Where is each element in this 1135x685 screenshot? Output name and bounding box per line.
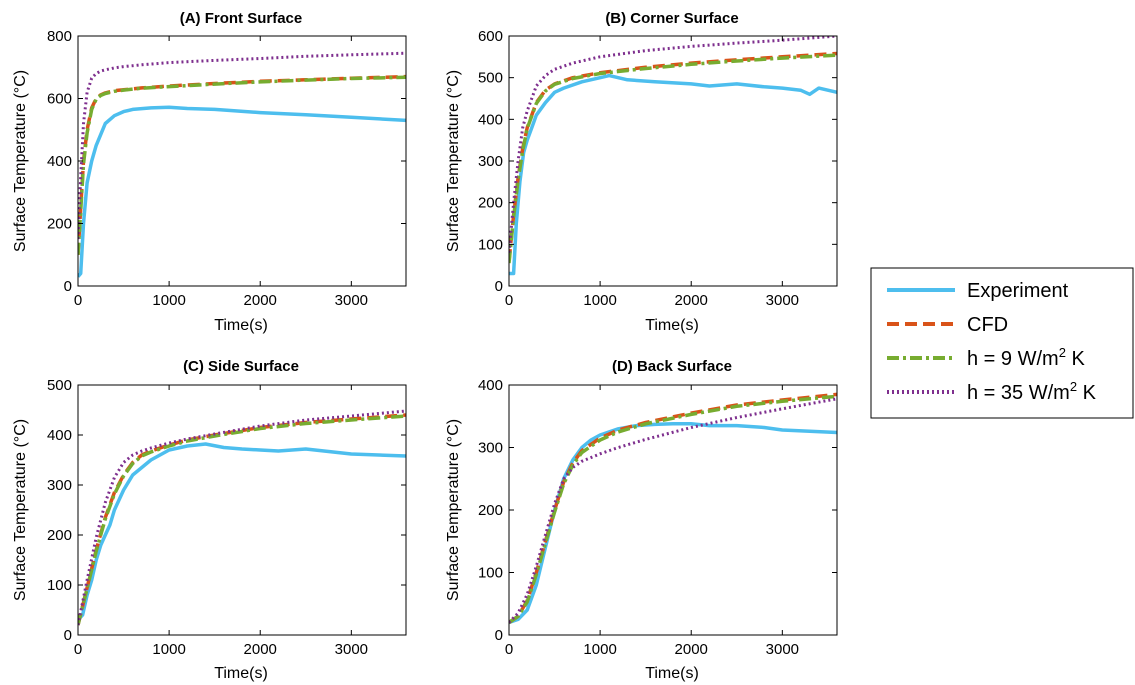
x-tick-label: 3000	[766, 292, 799, 309]
series-line-3	[78, 51, 406, 240]
legend-label: h = 35 W/m2 K	[967, 379, 1097, 404]
axes-frame	[77, 384, 407, 636]
x-tick-label: 2000	[244, 292, 277, 309]
series-line-1	[78, 413, 406, 626]
y-axis-label: Surface Temperature (°C)	[445, 419, 462, 601]
y-tick-label: 0	[64, 627, 72, 644]
y-tick-label: 200	[47, 527, 72, 544]
y-tick-label: 200	[478, 195, 503, 212]
x-tick-label: 0	[74, 641, 82, 658]
x-tick-label: 1000	[152, 292, 185, 309]
y-tick-label: 600	[47, 91, 72, 108]
x-tick-label: 2000	[675, 641, 708, 658]
x-tick-label: 1000	[583, 292, 616, 309]
y-tick-label: 400	[47, 427, 72, 444]
legend: Experiment CFD h = 9 W/m2 K h = 35 W/m2 …	[870, 267, 1134, 419]
legend-box	[870, 267, 1134, 419]
series-line-2	[509, 53, 837, 264]
legend-label: Experiment	[967, 280, 1069, 302]
series-line-0	[509, 422, 837, 625]
y-tick-label: 200	[47, 216, 72, 233]
panel-side-surface: (C) Side Surface 0 1000 2000 3000 0 100 200 300…	[12, 358, 407, 682]
x-axis-label: Time(s)	[214, 665, 268, 682]
legend-label: CFD	[967, 314, 1008, 336]
plot-area: 0 1000 2000 3000 0 100 200 300 400 500 600	[478, 28, 838, 309]
y-tick-label: 200	[478, 502, 503, 519]
series-group	[509, 392, 837, 625]
legend-entry-h9: h = 9 W/m2 K	[887, 345, 1085, 370]
series-line-0	[509, 73, 837, 276]
x-tick-label: 2000	[244, 641, 277, 658]
y-tick-label: 800	[47, 28, 72, 45]
x-tick-label: 0	[505, 641, 513, 658]
y-tick-label: 0	[495, 627, 503, 644]
series-line-2	[509, 394, 837, 624]
axes-frame	[508, 35, 838, 287]
plot-area: 0 1000 2000 3000 0 100 200 300 400 500	[47, 377, 407, 658]
panel-title: (A) Front Surface	[180, 10, 303, 27]
y-tick-label: 300	[478, 153, 503, 170]
y-tick-label: 100	[47, 577, 72, 594]
series-line-3	[78, 409, 406, 626]
y-tick-label: 300	[478, 440, 503, 457]
series-line-3	[509, 36, 837, 253]
series-line-1	[78, 74, 406, 255]
legend-entry-h35: h = 35 W/m2 K	[887, 379, 1097, 404]
series-group	[509, 36, 837, 276]
y-tick-label: 400	[478, 377, 503, 394]
x-tick-label: 0	[74, 292, 82, 309]
panel-front-surface: (A) Front Surface 0 1000 2000 3000 0 200 400 60…	[12, 10, 407, 334]
x-axis-label: Time(s)	[214, 317, 268, 334]
plot-area: 0 1000 2000 3000 0 100 200 300 400	[478, 377, 838, 658]
x-tick-label: 3000	[335, 641, 368, 658]
y-tick-label: 500	[47, 377, 72, 394]
x-tick-label: 2000	[675, 292, 708, 309]
y-tick-label: 100	[478, 565, 503, 582]
y-axis-label: Surface Temperature (°C)	[445, 70, 462, 252]
y-axis-label: Surface Temperature (°C)	[12, 419, 29, 601]
series-group	[78, 409, 406, 626]
y-tick-label: 300	[47, 477, 72, 494]
panel-back-surface: (D) Back Surface 0 1000 2000 3000 0 100 200 300…	[445, 358, 838, 682]
plot-area: 0 1000 2000 3000 0 200 400 600 800	[47, 28, 407, 309]
y-tick-label: 400	[478, 111, 503, 128]
series-line-0	[78, 442, 406, 622]
x-tick-label: 1000	[583, 641, 616, 658]
panel-title: (B) Corner Surface	[605, 10, 738, 27]
panel-corner-surface: (B) Corner Surface 0 1000 2000 3000 0 100 200 3…	[445, 10, 838, 334]
legend-label: h = 9 W/m2 K	[967, 345, 1085, 370]
axes-frame	[77, 35, 407, 287]
series-line-0	[78, 105, 406, 278]
x-tick-label: 0	[505, 292, 513, 309]
x-tick-label: 3000	[766, 641, 799, 658]
legend-entry-experiment: Experiment	[887, 280, 1069, 302]
y-tick-label: 100	[478, 236, 503, 253]
y-tick-label: 600	[478, 28, 503, 45]
x-axis-label: Time(s)	[645, 665, 699, 682]
x-tick-label: 3000	[335, 292, 368, 309]
panel-title: (D) Back Surface	[612, 358, 732, 375]
x-axis-label: Time(s)	[645, 317, 699, 334]
series-line-2	[78, 414, 406, 626]
y-tick-label: 0	[495, 278, 503, 295]
y-axis-label: Surface Temperature (°C)	[12, 70, 29, 252]
series-line-2	[78, 75, 406, 255]
y-tick-label: 0	[64, 278, 72, 295]
y-tick-label: 500	[478, 70, 503, 87]
legend-entry-cfd: CFD	[887, 314, 1008, 336]
panel-title: (C) Side Surface	[183, 358, 299, 375]
y-tick-label: 400	[47, 153, 72, 170]
series-line-3	[509, 397, 837, 624]
series-group	[78, 51, 406, 278]
x-tick-label: 1000	[152, 641, 185, 658]
